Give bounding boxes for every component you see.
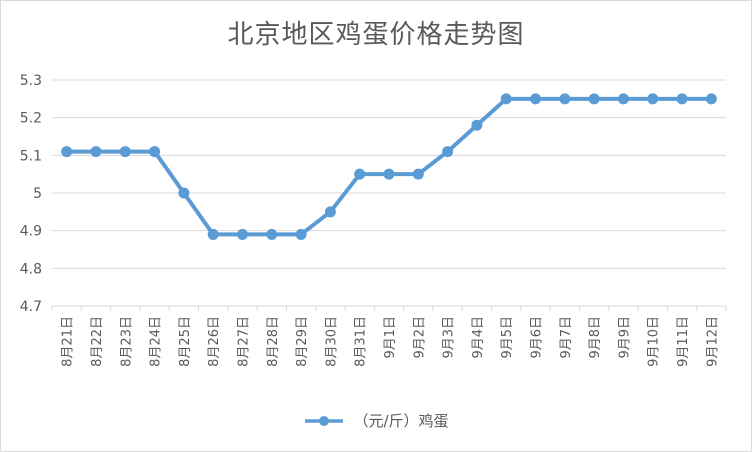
data-point — [647, 93, 659, 105]
y-tick-label: 5.1 — [20, 148, 42, 164]
x-tick-label: 8月27日 — [236, 316, 251, 367]
data-point — [559, 93, 571, 105]
x-tick-label: 8月26日 — [207, 316, 222, 367]
x-tick-label: 9月8日 — [588, 316, 603, 359]
x-tick-label: 8月28日 — [266, 316, 281, 367]
x-tick-label: 9月3日 — [442, 316, 457, 359]
x-tick-label: 8月25日 — [178, 316, 193, 367]
x-tick-label: 8月21日 — [61, 316, 76, 367]
data-point — [530, 93, 542, 105]
data-point — [119, 146, 131, 158]
legend-line-marker — [305, 415, 344, 426]
x-tick-label: 9月4日 — [471, 316, 486, 359]
x-tick-label: 9月5日 — [500, 316, 515, 359]
data-point — [149, 146, 161, 158]
data-point — [324, 206, 336, 218]
data-point — [90, 146, 102, 158]
x-tick-label: 9月7日 — [559, 316, 574, 359]
y-tick-label: 5.3 — [20, 73, 42, 89]
data-point — [236, 228, 248, 240]
data-point — [471, 119, 483, 131]
data-point — [266, 228, 278, 240]
data-point — [442, 146, 454, 158]
y-tick-label: 5.2 — [20, 111, 42, 127]
x-tick-label: 9月11日 — [676, 316, 691, 367]
x-tick-label: 9月1日 — [383, 316, 398, 359]
data-point — [705, 93, 717, 105]
data-point — [383, 168, 395, 180]
y-tick-label: 5 — [33, 186, 42, 202]
y-tick-label: 4.7 — [20, 299, 42, 315]
data-point — [178, 187, 190, 199]
legend: （元/斤）鸡蛋 — [0, 410, 752, 431]
x-tick-label: 9月10日 — [647, 316, 662, 367]
x-tick-label: 8月30日 — [324, 316, 339, 367]
data-point — [588, 93, 600, 105]
chart-title: 北京地区鸡蛋价格走势图 — [227, 20, 525, 50]
data-point — [207, 228, 219, 240]
x-tick-label: 9月9日 — [617, 316, 632, 359]
data-point — [500, 93, 512, 105]
x-tick-label: 8月24日 — [149, 316, 164, 367]
x-tick-label: 8月23日 — [119, 316, 134, 367]
data-point — [412, 168, 424, 180]
x-tick-label: 9月12日 — [705, 316, 720, 367]
x-tick-label: 8月31日 — [354, 316, 369, 367]
x-tick-label: 9月6日 — [530, 316, 545, 359]
x-tick-label: 8月29日 — [295, 316, 310, 367]
data-point — [61, 146, 73, 158]
series-line — [66, 96, 712, 237]
data-point — [295, 228, 307, 240]
x-tick-label: 8月22日 — [90, 316, 105, 367]
data-point — [617, 93, 629, 105]
y-tick-label: 4.9 — [20, 224, 42, 240]
y-tick-label: 4.8 — [20, 261, 42, 277]
data-point — [676, 93, 688, 105]
x-tick-label: 9月2日 — [412, 316, 427, 359]
legend-label: （元/斤）鸡蛋 — [353, 412, 449, 430]
data-point — [354, 168, 366, 180]
